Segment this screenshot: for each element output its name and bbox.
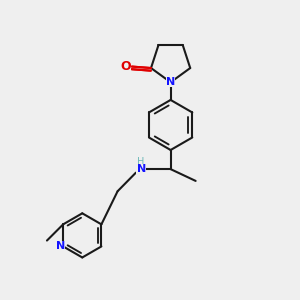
Text: H: H xyxy=(137,157,145,167)
Text: N: N xyxy=(56,242,65,251)
Text: O: O xyxy=(121,60,131,73)
Text: N: N xyxy=(136,164,146,174)
Text: N: N xyxy=(166,77,175,87)
